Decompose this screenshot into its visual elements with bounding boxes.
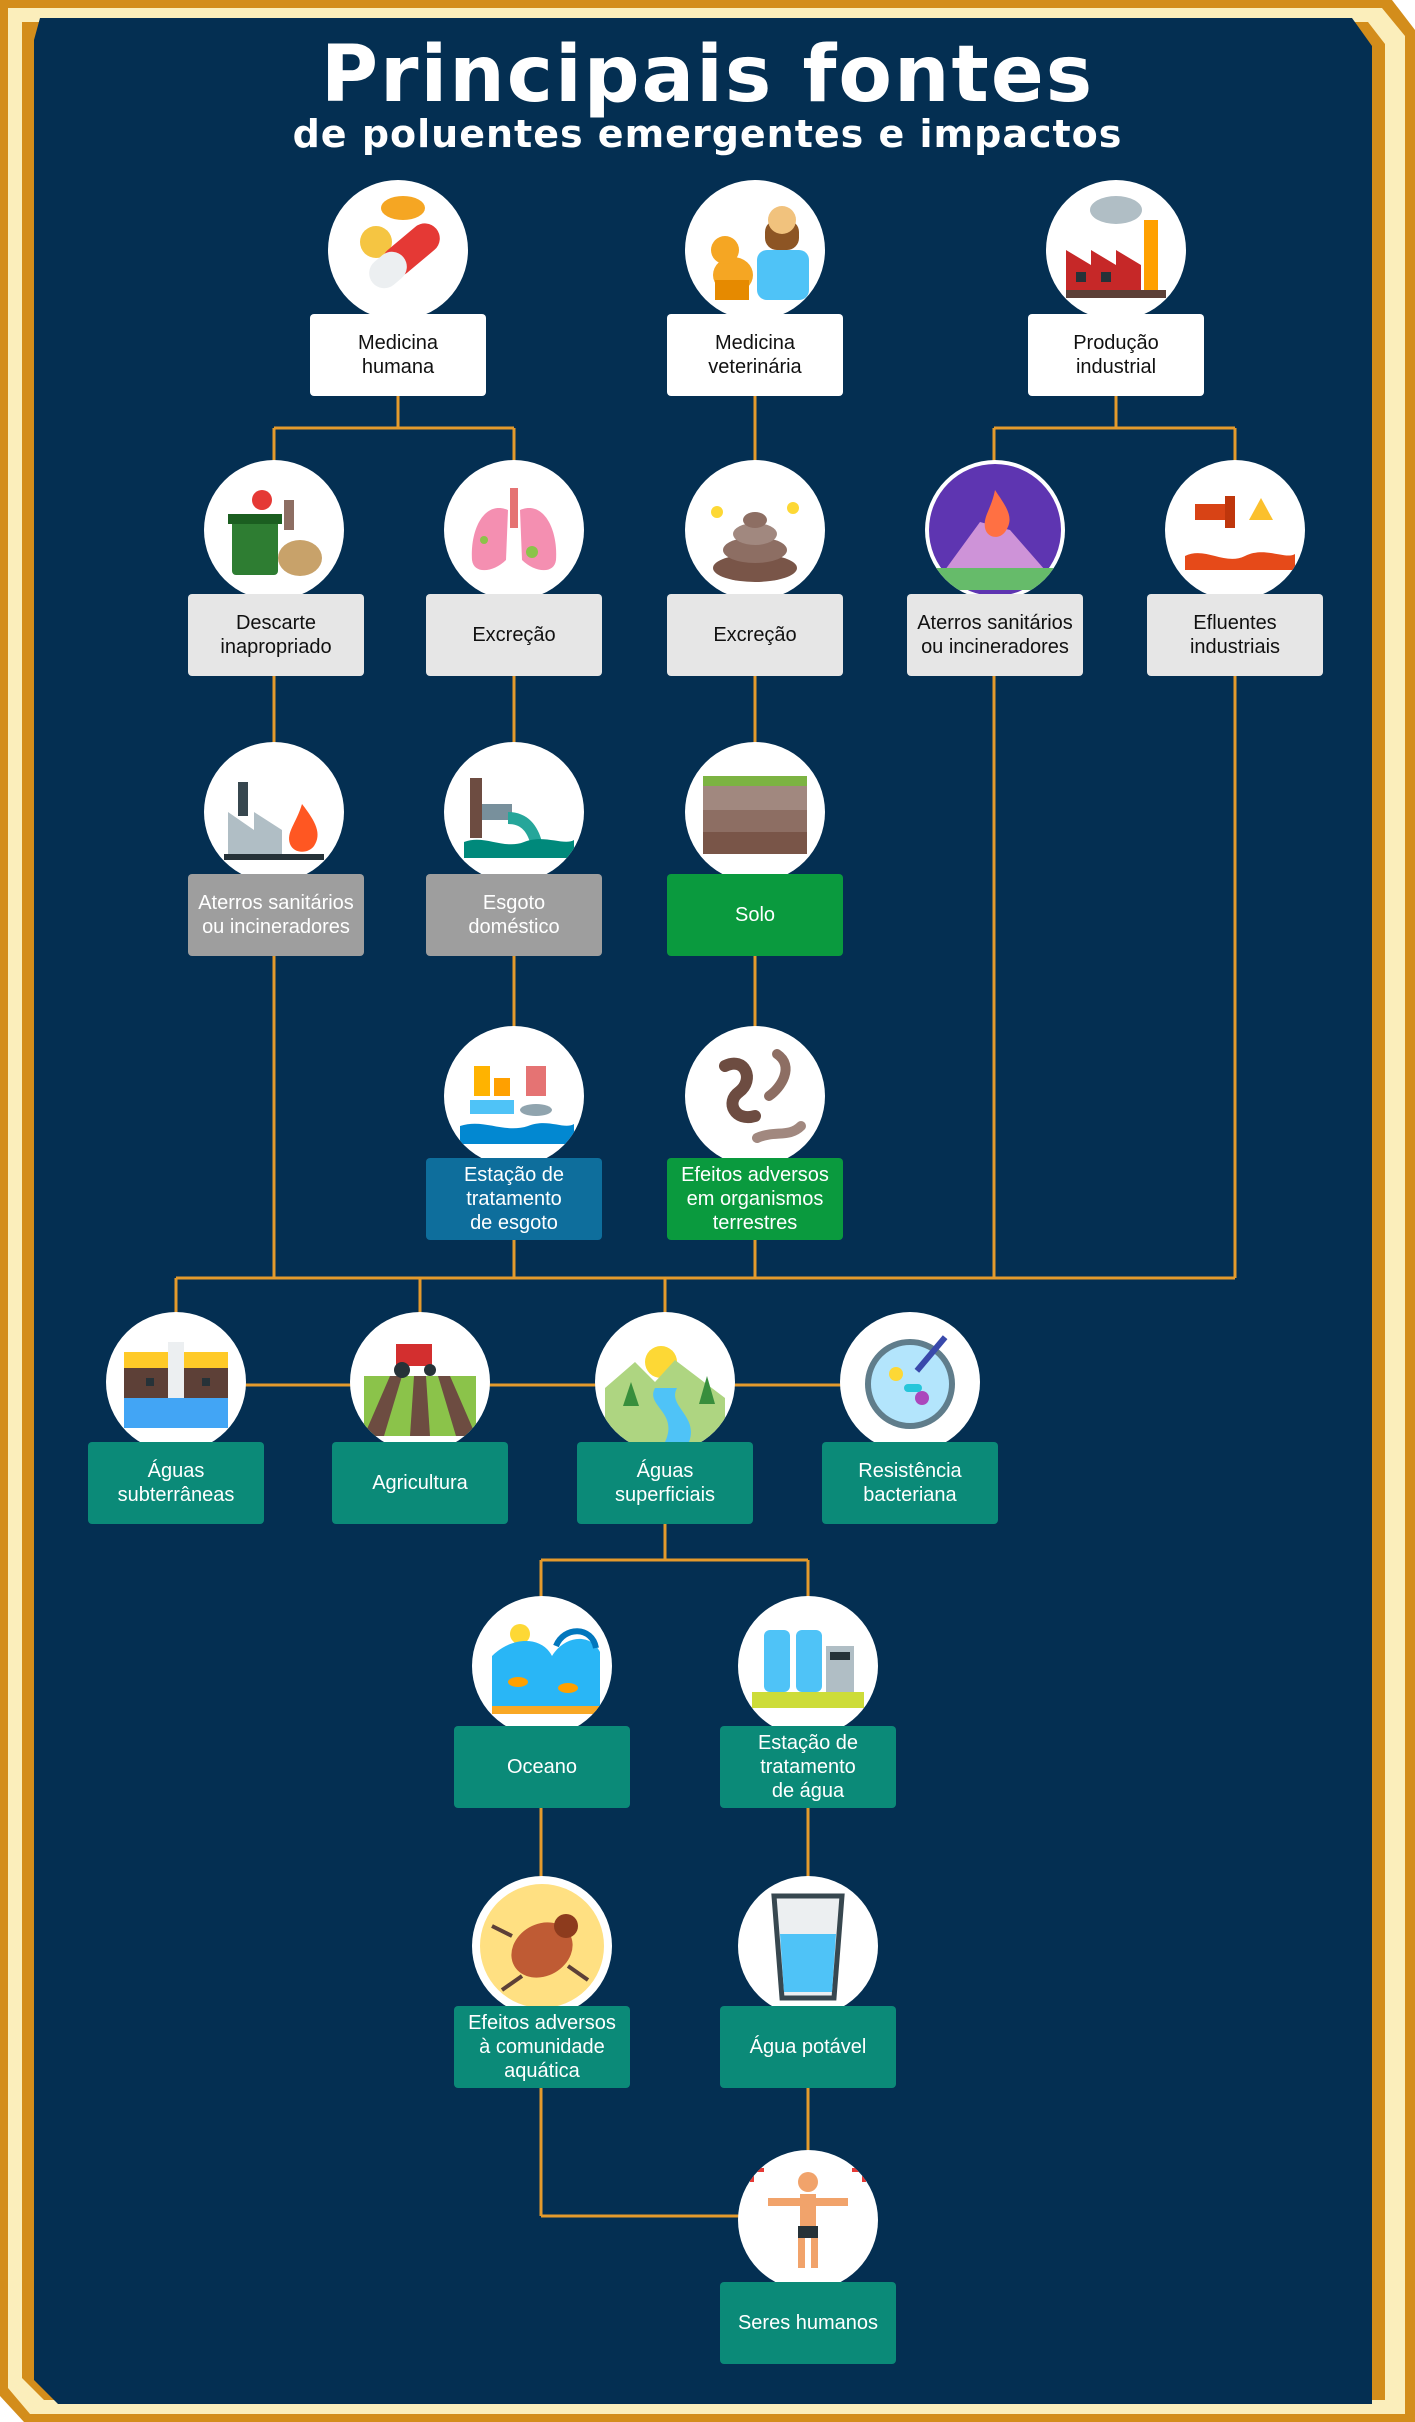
lungs-icon [444, 460, 584, 600]
page-subtitle: de poluentes emergentes e impactos [292, 112, 1123, 156]
node-efeitos-aquatica: Efeitos adversos à comunidade aquática [454, 2006, 630, 2088]
node-aguas-superficiais: Águas superficiais [577, 1442, 753, 1524]
ocean-wave-icon [472, 1596, 612, 1736]
node-oceano: Oceano [454, 1726, 630, 1808]
human-body-icon [738, 2150, 878, 2290]
page-title: Principais fontes [320, 30, 1095, 120]
trash-bin-icon [204, 460, 344, 600]
node-excrecao-humana: Excreção [426, 594, 602, 676]
connector-lines [174, 396, 1237, 2218]
soil-layers-icon [685, 742, 825, 882]
node-estacao-tratamento-agua: Estação de tratamento de água [720, 1726, 896, 1808]
effluent-pipe-icon [1165, 460, 1305, 600]
node-medicina-humana: Medicina humana [310, 314, 486, 396]
node-medicina-veterinaria: Medicina veterinária [667, 314, 843, 396]
node-producao-industrial: Produção industrial [1028, 314, 1204, 396]
node-resistencia-bacteriana: Resistência bacteriana [822, 1442, 998, 1524]
node-aguas-subterraneas: Águas subterrâneas [88, 1442, 264, 1524]
node-seres-humanos: Seres humanos [720, 2282, 896, 2364]
groundwater-icon [106, 1312, 246, 1452]
node-descarte-inapropriado: Descarte inapropriado [188, 594, 364, 676]
node-esgoto-domestico: Esgoto doméstico [426, 874, 602, 956]
node-aterros-descarte: Aterros sanitários ou incineradores [188, 874, 364, 956]
incinerator-factory-icon [204, 742, 344, 882]
treatment-plant-icon [444, 1026, 584, 1166]
node-efeitos-terrestres: Efeitos adversos em organismos terrestre… [667, 1158, 843, 1240]
node-estacao-tratamento-esgoto: Estação de tratamento de esgoto [426, 1158, 602, 1240]
sewage-pipe-icon [444, 742, 584, 882]
node-efluentes-industriais: Efluentes industriais [1147, 594, 1323, 676]
river-landscape-icon [595, 1312, 735, 1452]
node-excrecao-animal: Excreção [667, 594, 843, 676]
water-glass-icon [738, 1876, 878, 2016]
manure-icon [685, 460, 825, 600]
node-aterros-industriais: Aterros sanitários ou incineradores [907, 594, 1083, 676]
beetle-icon [472, 1876, 612, 2016]
pill-capsule-icon [328, 180, 468, 320]
landfill-fire-icon [925, 460, 1065, 600]
node-agua-potavel: Água potável [720, 2006, 896, 2088]
tractor-field-icon [350, 1312, 490, 1452]
node-agricultura: Agricultura [332, 1442, 508, 1524]
water-tanks-icon [738, 1596, 878, 1736]
node-solo: Solo [667, 874, 843, 956]
veterinarian-dog-icon [685, 180, 825, 320]
worms-icon [685, 1026, 825, 1166]
petri-dish-icon [840, 1312, 980, 1452]
factory-icon [1046, 180, 1186, 320]
